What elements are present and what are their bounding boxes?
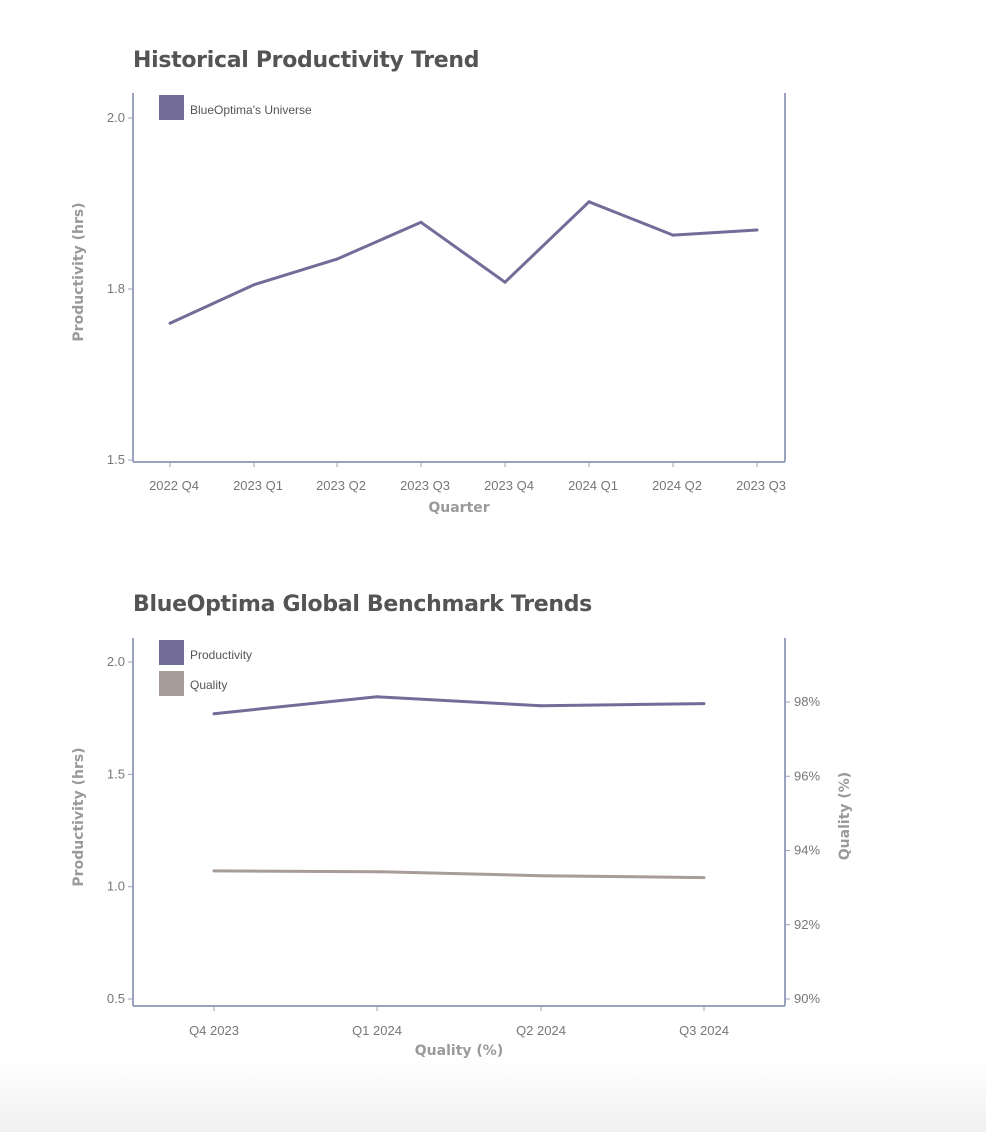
y2-tick-label: 90%	[794, 991, 820, 1006]
x-tick-label: Q3 2024	[679, 1023, 729, 1038]
y2-axis-title: Quality (%)	[837, 772, 853, 860]
chart-title-benchmark: BlueOptima Global Benchmark Trends	[133, 592, 592, 617]
y2-tick-label: 94%	[794, 843, 820, 858]
x-axis-title: Quarter	[428, 500, 489, 516]
x-axis-title: Quality (%)	[415, 1043, 503, 1059]
data-point-productivity	[375, 695, 379, 699]
y-tick-label: 1.0	[107, 879, 125, 894]
x-tick-label: 2023 Q1	[233, 478, 283, 493]
x-tick-label: 2023 Q3	[400, 478, 450, 493]
data-point	[335, 257, 339, 261]
legend-swatch-productivity	[159, 95, 184, 120]
data-point-productivity	[539, 704, 543, 708]
y2-tick-label: 96%	[794, 768, 820, 783]
series-line-quality	[213, 869, 705, 880]
data-point	[755, 228, 759, 232]
data-point-productivity	[212, 712, 216, 716]
x-tick-label: 2023 Q2	[316, 478, 366, 493]
x-tick-label: 2022 Q4	[149, 478, 199, 493]
legend-swatch-quality	[159, 671, 184, 696]
x-tick-label: 2024 Q1	[568, 478, 618, 493]
legend-label-productivity: Productivity	[190, 648, 252, 662]
historical-productivity-chart: 1.5 1.8 2.0 2022 Q4 2023 Q1 2023 Q2 2023 Q3 202…	[71, 93, 786, 516]
series-line-blueoptimas-universe	[169, 200, 758, 325]
data-point-quality	[539, 874, 543, 878]
data-point-productivity	[702, 702, 706, 706]
legend-label-quality: Quality	[190, 678, 227, 692]
y-tick-label: 1.5	[107, 766, 125, 781]
y-tick-label: 2.0	[107, 654, 125, 669]
x-tick-label: Q1 2024	[352, 1023, 402, 1038]
y-tick-label: 2.0	[107, 110, 125, 125]
data-point-quality	[212, 869, 216, 873]
x-tick-label: 2024 Q2	[652, 478, 702, 493]
legend-label: BlueOptima's Universe	[190, 103, 312, 117]
data-point	[252, 283, 256, 287]
x-tick-label: Q4 2023	[189, 1023, 239, 1038]
x-tick-label: 2023 Q4	[484, 478, 534, 493]
y2-tick-label: 92%	[794, 917, 820, 932]
data-point	[587, 200, 591, 204]
data-point-quality	[375, 870, 379, 874]
data-point	[503, 280, 507, 284]
y2-tick-label: 98%	[794, 694, 820, 709]
y-tick-label: 0.5	[107, 991, 125, 1006]
legend-swatch-productivity	[159, 640, 184, 665]
chart-title-historical: Historical Productivity Trend	[133, 48, 480, 73]
data-point-quality	[702, 876, 706, 880]
data-point	[671, 233, 675, 237]
x-tick-label: Q2 2024	[516, 1023, 566, 1038]
y-tick-label: 1.5	[107, 452, 125, 467]
y-axis-title: Productivity (hrs)	[71, 202, 87, 341]
y-axis-title: Productivity (hrs)	[71, 747, 87, 886]
y-tick-label: 1.8	[107, 281, 125, 296]
series-line-productivity	[213, 695, 705, 716]
data-point	[168, 321, 172, 325]
benchmark-trends-chart: 0.5 1.0 1.5 2.0 90% 92% 94% 96% 98% Q4 2023 Q1 202…	[71, 638, 853, 1059]
data-point	[419, 220, 423, 224]
x-tick-label: 2023 Q3	[736, 478, 786, 493]
